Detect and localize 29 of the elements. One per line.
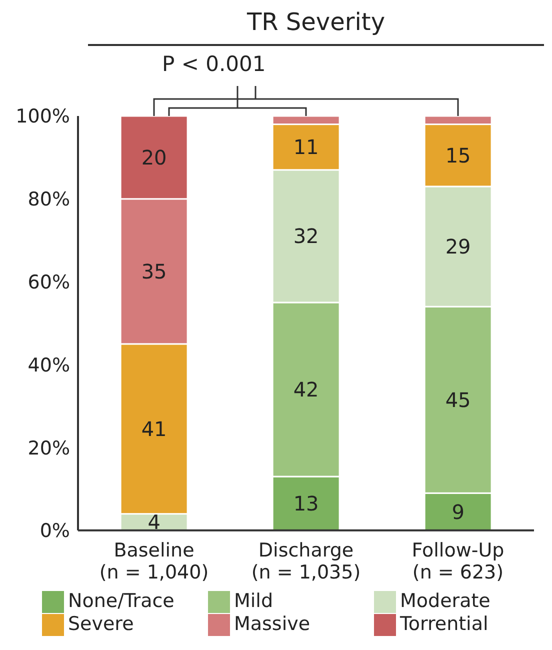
legend-label: None/Trace bbox=[68, 590, 176, 612]
y-tick-label: 0% bbox=[40, 520, 70, 542]
chart-title: TR Severity bbox=[88, 8, 544, 46]
legend-label: Severe bbox=[68, 613, 135, 636]
y-tick-label: 20% bbox=[28, 437, 70, 460]
data-label: 20 bbox=[141, 145, 167, 170]
data-label: 13 bbox=[293, 491, 319, 516]
data-label: 11 bbox=[293, 135, 319, 160]
y-tick-label: 60% bbox=[28, 272, 70, 294]
data-label: 9 bbox=[452, 500, 464, 524]
legend-label: Torrential bbox=[400, 613, 490, 636]
data-label: 41 bbox=[141, 416, 167, 441]
legend-label: Massive bbox=[234, 613, 312, 636]
y-tick-label: 100% bbox=[16, 106, 70, 128]
x-tick-label: Baseline (n = 1,040) bbox=[99, 539, 209, 584]
y-tick-label: 40% bbox=[28, 354, 70, 376]
x-tick-label: Follow-Up (n = 623) bbox=[412, 539, 504, 584]
data-label: 45 bbox=[445, 388, 471, 412]
data-label: 15 bbox=[445, 143, 471, 168]
x-tick-label: Discharge (n = 1,035) bbox=[251, 539, 361, 584]
legend-label: Moderate bbox=[400, 590, 492, 612]
text: P < 0.001 bbox=[162, 52, 266, 76]
y-tick-label: 80% bbox=[28, 188, 70, 211]
legend-label: Mild bbox=[234, 590, 274, 612]
data-label: 29 bbox=[445, 234, 471, 259]
data-label: 42 bbox=[293, 378, 319, 402]
data-label: 35 bbox=[141, 259, 167, 284]
data-label: 32 bbox=[293, 224, 319, 248]
data-label: 4 bbox=[148, 510, 160, 534]
